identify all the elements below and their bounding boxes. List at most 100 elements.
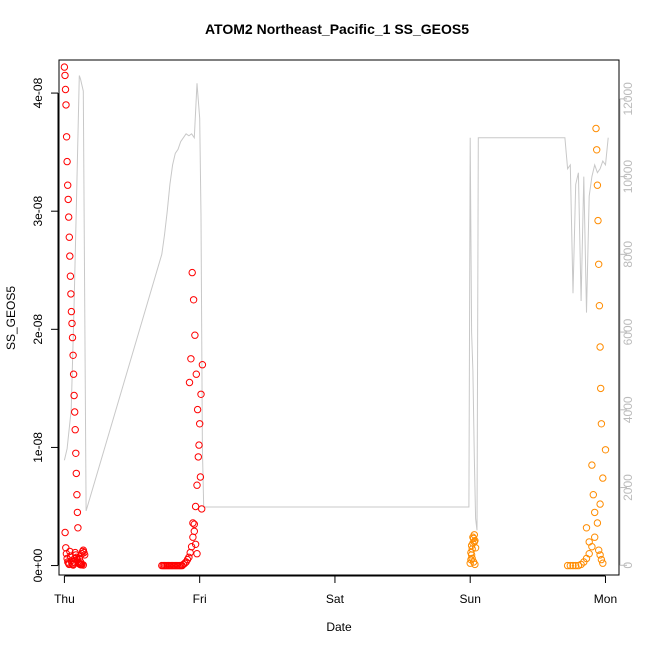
data-point	[198, 361, 207, 369]
data-point	[62, 101, 70, 109]
data-point	[196, 473, 205, 481]
y2-tick-label: 10000	[621, 160, 635, 194]
data-point	[470, 538, 478, 546]
data-point	[65, 233, 74, 241]
series-2	[158, 268, 207, 570]
data-point	[67, 290, 75, 298]
data-point	[64, 181, 72, 189]
y-tick-label: 0e+00	[31, 548, 45, 582]
data-point	[593, 181, 602, 189]
y2-tick-label: 2000	[621, 474, 635, 501]
data-point	[72, 469, 81, 478]
data-point	[73, 508, 82, 517]
data-point	[66, 272, 75, 280]
data-point	[193, 550, 201, 558]
series-4	[563, 124, 610, 570]
x-tick-label: Mon	[594, 592, 617, 606]
data-point	[66, 547, 74, 556]
data-point	[597, 384, 605, 393]
x-axis: Thu Fri Sat Sun Mon	[54, 575, 617, 606]
data-point	[65, 213, 73, 221]
data-point	[191, 540, 200, 548]
altitude-line-layer	[63, 75, 609, 531]
data-point	[189, 519, 197, 527]
data-point	[194, 453, 203, 461]
data-point	[60, 63, 69, 71]
data-point	[592, 124, 600, 133]
data-point	[193, 405, 202, 414]
y-axis-left: 0e+00 1e-08 2e-08 3e-08 4e-08	[31, 77, 59, 582]
data-point	[190, 527, 199, 535]
chart-title: ATOM2 Northeast_Pacific_1 SS_GEOS5	[205, 21, 469, 37]
y2-tick-label: 8000	[621, 241, 635, 268]
data-point	[185, 378, 194, 387]
x-axis-label: Date	[326, 620, 352, 634]
x-tick-label: Sun	[460, 592, 481, 606]
y-tick-label: 3e-08	[31, 196, 45, 227]
data-point	[192, 370, 201, 378]
data-point	[61, 71, 69, 80]
data-point	[63, 157, 71, 166]
data-point	[64, 195, 72, 204]
x-tick-label: Sat	[326, 592, 345, 606]
data-point	[585, 550, 593, 558]
data-point	[597, 420, 606, 428]
data-point	[69, 370, 78, 378]
data-point	[563, 561, 572, 570]
x-tick-label: Fri	[193, 592, 207, 606]
data-point	[189, 296, 198, 304]
data-point	[466, 559, 474, 567]
data-point	[595, 546, 603, 554]
data-point	[193, 481, 201, 489]
data-point	[195, 441, 203, 449]
data-point	[196, 420, 204, 428]
y-tick-label: 4e-08	[31, 77, 45, 108]
data-point	[72, 449, 80, 457]
data-point	[591, 533, 599, 541]
y2-tick-label: 0	[621, 562, 635, 569]
y2-tick-label: 6000	[621, 318, 635, 345]
data-point	[569, 561, 577, 570]
data-point	[566, 561, 574, 570]
data-point	[597, 555, 606, 564]
plot-box	[58, 59, 620, 576]
data-point	[468, 554, 476, 563]
data-point	[596, 343, 604, 351]
data-point	[71, 408, 79, 416]
y2-tick-label: 4000	[621, 396, 635, 423]
data-point	[589, 491, 597, 499]
series-3	[466, 531, 480, 569]
data-point	[61, 85, 70, 94]
data-point	[595, 302, 604, 310]
data-point	[596, 551, 604, 559]
data-point	[588, 543, 596, 551]
data-point	[469, 533, 477, 541]
data-point	[62, 133, 71, 141]
data-point	[81, 551, 89, 559]
data-point	[601, 446, 610, 454]
data-point	[198, 505, 206, 513]
data-point	[71, 426, 79, 434]
data-point	[591, 508, 599, 517]
data-point	[75, 554, 84, 563]
series-1	[60, 63, 89, 569]
data-point	[61, 528, 69, 537]
data-point	[73, 491, 81, 499]
data-point	[197, 390, 205, 398]
data-point	[66, 252, 74, 260]
data-point	[190, 520, 199, 528]
data-point	[582, 524, 591, 532]
data-point	[185, 553, 193, 561]
data-point	[68, 333, 77, 342]
data-point	[572, 561, 580, 570]
data-point	[68, 319, 76, 328]
data-point	[595, 260, 603, 268]
data-point	[67, 307, 76, 316]
points-layer	[60, 63, 610, 570]
data-point	[69, 351, 77, 359]
data-point	[588, 461, 596, 469]
data-point	[471, 560, 479, 569]
y-axis-right: 0 2000 4000 6000 8000 10000 12000	[619, 82, 635, 569]
data-point	[187, 355, 195, 363]
